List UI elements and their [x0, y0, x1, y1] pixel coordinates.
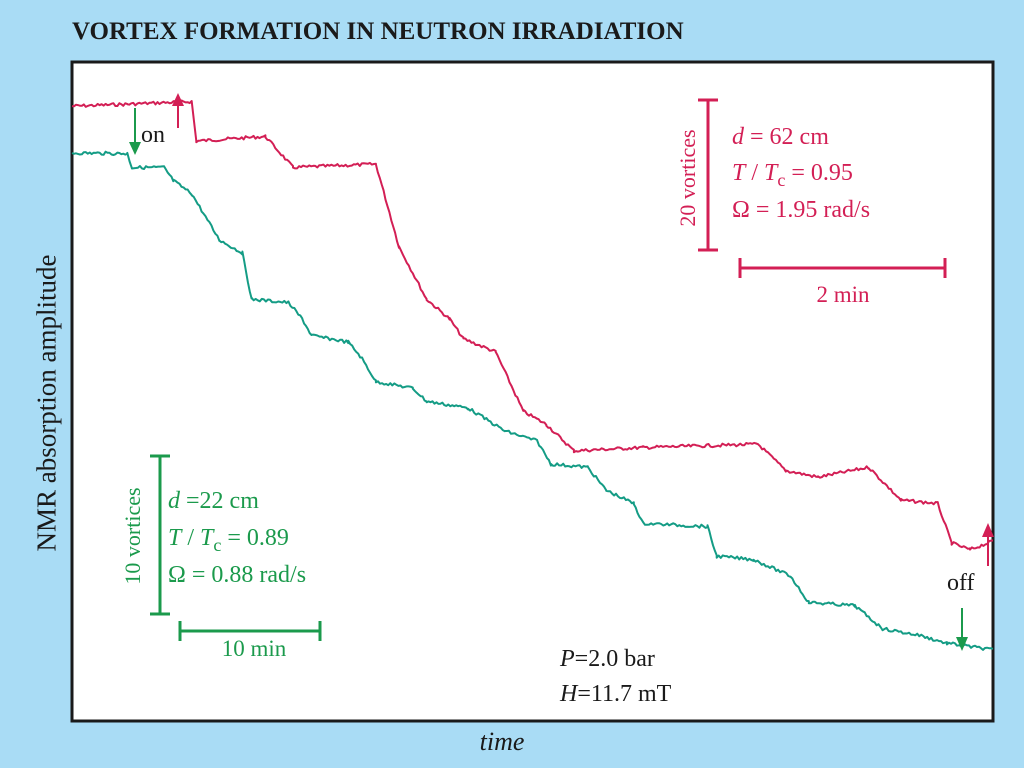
green-param-omega: Ω = 0.88 rad/s	[168, 562, 306, 588]
red-param-temperature: T / Tc = 0.95	[732, 160, 853, 190]
red-param-d: d = 62 cm	[732, 124, 829, 150]
on-arrowhead-green	[129, 142, 141, 155]
conditions: P=2.0 bar H=11.7 mT	[559, 646, 672, 707]
field-label: H=11.7 mT	[559, 681, 672, 707]
red-param-omega: Ω = 1.95 rad/s	[732, 197, 870, 223]
red-vertical-scale-label: 20 vortices	[675, 129, 700, 226]
series-line-red	[71, 99, 994, 551]
series-line-green	[71, 150, 994, 651]
green-params: d =22 cm T / Tc = 0.89 Ω = 0.88 rad/s	[168, 488, 306, 588]
x-axis-label: time	[479, 727, 525, 756]
red-scale: 20 vortices 2 min	[675, 98, 947, 307]
red-horizontal-scale-label: 2 min	[816, 282, 870, 307]
on-marker: on	[129, 93, 184, 155]
off-marker: off	[947, 523, 994, 651]
green-scale: 10 vortices 10 min	[120, 454, 322, 661]
chart-title: VORTEX FORMATION IN NEUTRON IRRADIATION	[72, 18, 684, 45]
series-layer	[71, 99, 994, 651]
off-label: off	[947, 570, 975, 596]
plot-area	[70, 60, 995, 723]
off-arrowhead-red	[982, 523, 994, 537]
red-params: d = 62 cm T / Tc = 0.95 Ω = 1.95 rad/s	[732, 124, 870, 223]
green-horizontal-scale-label: 10 min	[222, 636, 287, 661]
green-vertical-scale-label: 10 vortices	[120, 487, 145, 584]
green-param-temperature: T / Tc = 0.89	[168, 525, 289, 555]
off-arrowhead-green	[956, 637, 968, 651]
green-param-d: d =22 cm	[168, 488, 259, 514]
on-label: on	[141, 122, 165, 148]
on-arrowhead-red	[172, 93, 184, 106]
pressure-label: P=2.0 bar	[559, 646, 655, 672]
